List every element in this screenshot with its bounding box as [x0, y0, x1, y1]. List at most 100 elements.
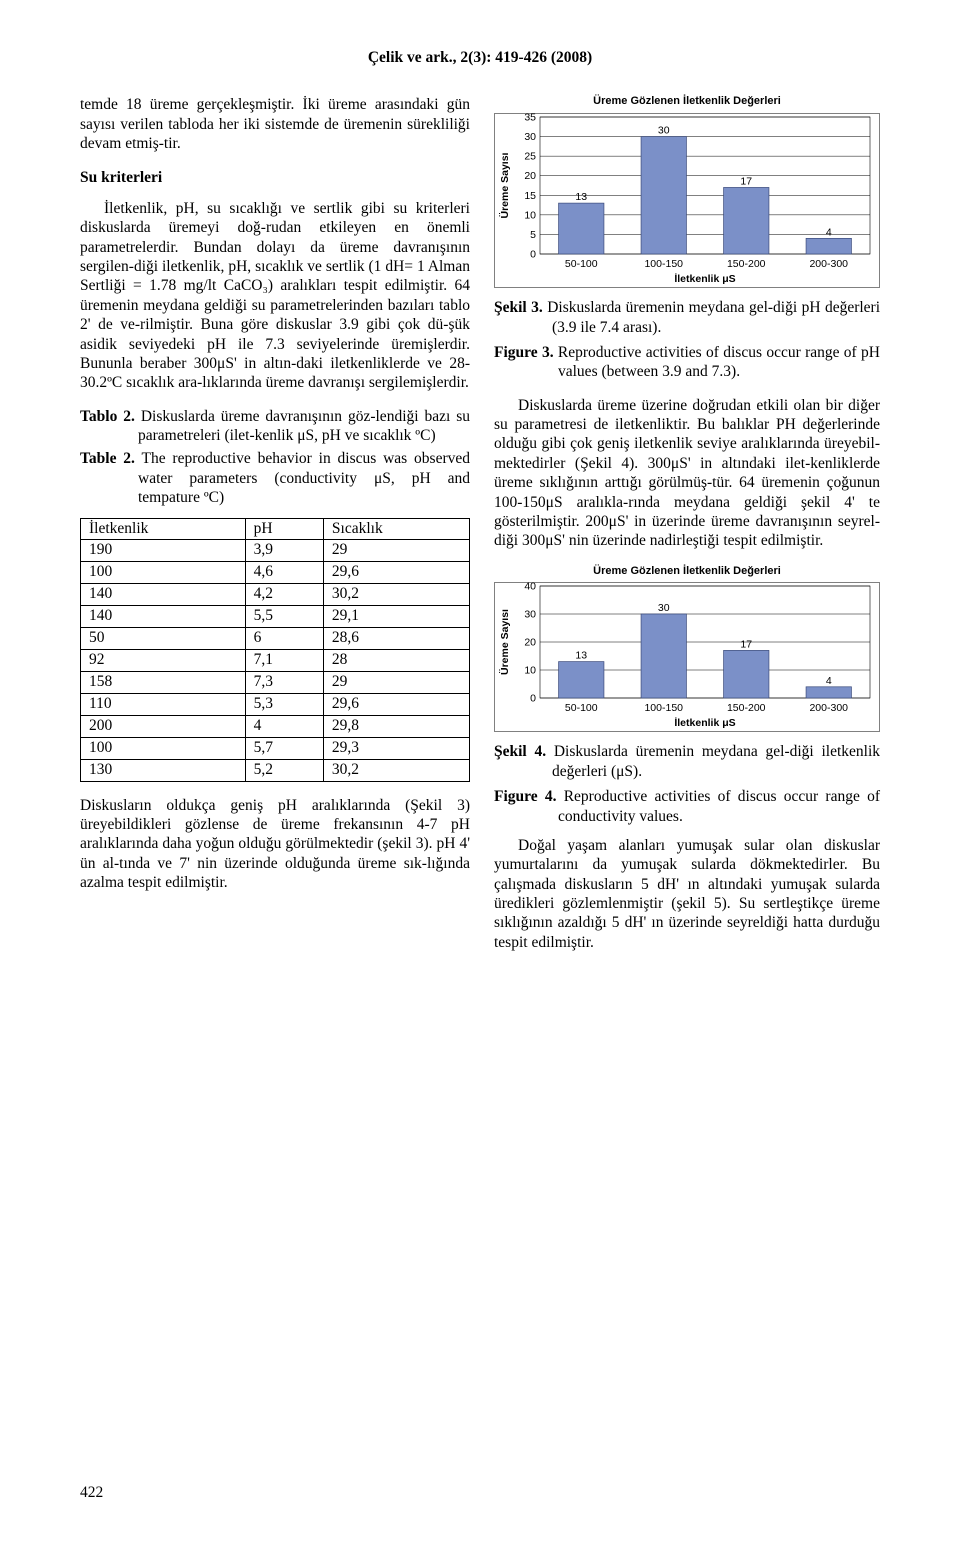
- caption-lead: Table 2.: [80, 450, 135, 467]
- svg-text:150-200: 150-200: [727, 258, 766, 270]
- table-cell: 200: [81, 715, 246, 737]
- table-cell: 30,2: [323, 584, 469, 606]
- svg-text:50-100: 50-100: [565, 258, 598, 270]
- paragraph: Diskuslarda üreme üzerine doğrudan etkil…: [494, 396, 880, 551]
- table-header-cell: İletkenlik: [81, 518, 246, 540]
- svg-text:10: 10: [524, 209, 536, 221]
- caption-text: Diskuslarda üremenin meydana gel-diği pH…: [547, 299, 880, 335]
- table-row: 1004,629,6: [81, 562, 470, 584]
- svg-text:Üreme Sayısı: Üreme Sayısı: [498, 609, 511, 675]
- svg-text:5: 5: [530, 229, 536, 241]
- svg-text:25: 25: [524, 151, 536, 163]
- table-cell: 6: [245, 628, 323, 650]
- svg-text:İletkenlik μS: İletkenlik μS: [674, 272, 735, 285]
- table-caption-en: Table 2. The reproductive behavior in di…: [80, 449, 470, 507]
- page: Çelik ve ark., 2(3): 419-426 (2008) temd…: [0, 0, 960, 1542]
- table-caption-tr: Tablo 2. Diskuslarda üreme davranışının …: [80, 407, 470, 446]
- svg-text:20: 20: [524, 637, 536, 649]
- table-row: 1105,329,6: [81, 693, 470, 715]
- svg-text:40: 40: [524, 582, 536, 593]
- table-cell: 7,3: [245, 671, 323, 693]
- right-column: Üreme Gözlenen İletkenlik Değerleri 0 5 10…: [494, 95, 880, 966]
- figure-caption-tr: Şekil 4. Diskuslarda üremenin meydana ge…: [494, 742, 880, 781]
- table-cell: 3,9: [245, 540, 323, 562]
- table-cell: 29,3: [323, 737, 469, 759]
- paragraph: Diskusların oldukça geniş pH aralıkların…: [80, 796, 470, 893]
- svg-text:İletkenlik μS: İletkenlik μS: [674, 716, 735, 729]
- caption-text: The reproductive behavior in discus was …: [138, 450, 470, 506]
- table-cell: 130: [81, 759, 246, 781]
- table-header-cell: Sıcaklık: [323, 518, 469, 540]
- table-cell: 50: [81, 628, 246, 650]
- table-cell: 29: [323, 671, 469, 693]
- table-cell: 140: [81, 584, 246, 606]
- svg-text:200-300: 200-300: [809, 702, 848, 714]
- svg-text:Üreme Sayısı: Üreme Sayısı: [498, 153, 511, 219]
- figure-caption-en: Figure 4. Reproductive activities of dis…: [494, 787, 880, 826]
- table-cell: 28,6: [323, 628, 469, 650]
- svg-text:17: 17: [740, 176, 752, 188]
- left-column: temde 18 üreme gerçekleşmiştir. İki ürem…: [80, 95, 470, 966]
- table-cell: 29,6: [323, 693, 469, 715]
- table-cell: 110: [81, 693, 246, 715]
- svg-text:30: 30: [524, 131, 536, 143]
- caption-text: Diskuslarda üremenin meydana gel-diği il…: [552, 743, 880, 779]
- chart-4: 0102030401350-10030100-15017150-2004200-…: [494, 582, 880, 732]
- table-cell: 29,8: [323, 715, 469, 737]
- table-cell: 140: [81, 606, 246, 628]
- data-table: İletkenlik pH Sıcaklık 1903,9291004,629,…: [80, 518, 470, 782]
- table-row: 1903,929: [81, 540, 470, 562]
- svg-text:0: 0: [530, 693, 536, 705]
- table-row: 1305,230,2: [81, 759, 470, 781]
- caption-lead: Şekil 4.: [494, 743, 546, 760]
- svg-text:30: 30: [658, 125, 670, 137]
- table-row: 1005,729,3: [81, 737, 470, 759]
- chart-4-wrap: Üreme Gözlenen İletkenlik Değerleri 0 10 2…: [494, 565, 880, 733]
- table-row: 927,128: [81, 650, 470, 672]
- paragraph: temde 18 üreme gerçekleşmiştir. İki ürem…: [80, 95, 470, 153]
- table-cell: 100: [81, 737, 246, 759]
- table-cell: 5,7: [245, 737, 323, 759]
- table-cell: 5,5: [245, 606, 323, 628]
- svg-text:30: 30: [658, 602, 670, 614]
- svg-text:10: 10: [524, 665, 536, 677]
- paragraph: İletkenlik, pH, su sıcaklığı ve sertlik …: [80, 199, 470, 393]
- table-header-cell: pH: [245, 518, 323, 540]
- table-row: 1587,329: [81, 671, 470, 693]
- chart-title: Üreme Gözlenen İletkenlik Değerleri: [494, 95, 880, 109]
- caption-lead: Şekil 3.: [494, 299, 543, 316]
- figure-caption-tr: Şekil 3. Diskuslarda üremenin meydana ge…: [494, 298, 880, 337]
- table-cell: 29,6: [323, 562, 469, 584]
- figure-caption-en: Figure 3. Reproductive activities of dis…: [494, 343, 880, 382]
- table-cell: 100: [81, 562, 246, 584]
- table-row: 1404,230,2: [81, 584, 470, 606]
- table-cell: 7,1: [245, 650, 323, 672]
- svg-text:150-200: 150-200: [727, 702, 766, 714]
- caption-lead: Figure 4.: [494, 788, 556, 805]
- svg-text:50-100: 50-100: [565, 702, 598, 714]
- table-header-row: İletkenlik pH Sıcaklık: [81, 518, 470, 540]
- table-cell: 29,1: [323, 606, 469, 628]
- table-cell: 5,2: [245, 759, 323, 781]
- caption-text: Reproductive activities of discus occur …: [558, 344, 880, 380]
- caption-lead: Figure 3.: [494, 344, 554, 361]
- table-cell: 190: [81, 540, 246, 562]
- table-cell: 5,3: [245, 693, 323, 715]
- svg-text:4: 4: [826, 226, 832, 238]
- svg-text:200-300: 200-300: [809, 258, 848, 270]
- svg-text:15: 15: [524, 190, 536, 202]
- svg-text:13: 13: [575, 650, 587, 662]
- caption-text: Diskuslarda üreme davranışının göz-lendi…: [138, 408, 470, 444]
- paragraph: Doğal yaşam alanları yumuşak sular olan …: [494, 836, 880, 952]
- chart-title: Üreme Gözlenen İletkenlik Değerleri: [494, 565, 880, 579]
- table-cell: 30,2: [323, 759, 469, 781]
- running-header: Çelik ve ark., 2(3): 419-426 (2008): [80, 48, 880, 67]
- table-cell: 28: [323, 650, 469, 672]
- chart-3-wrap: Üreme Gözlenen İletkenlik Değerleri 0510…: [494, 95, 880, 288]
- table-row: 200429,8: [81, 715, 470, 737]
- svg-text:30: 30: [524, 609, 536, 621]
- svg-text:35: 35: [524, 113, 536, 124]
- page-number: 422: [80, 1483, 103, 1502]
- table-cell: 158: [81, 671, 246, 693]
- svg-text:100-150: 100-150: [644, 258, 683, 270]
